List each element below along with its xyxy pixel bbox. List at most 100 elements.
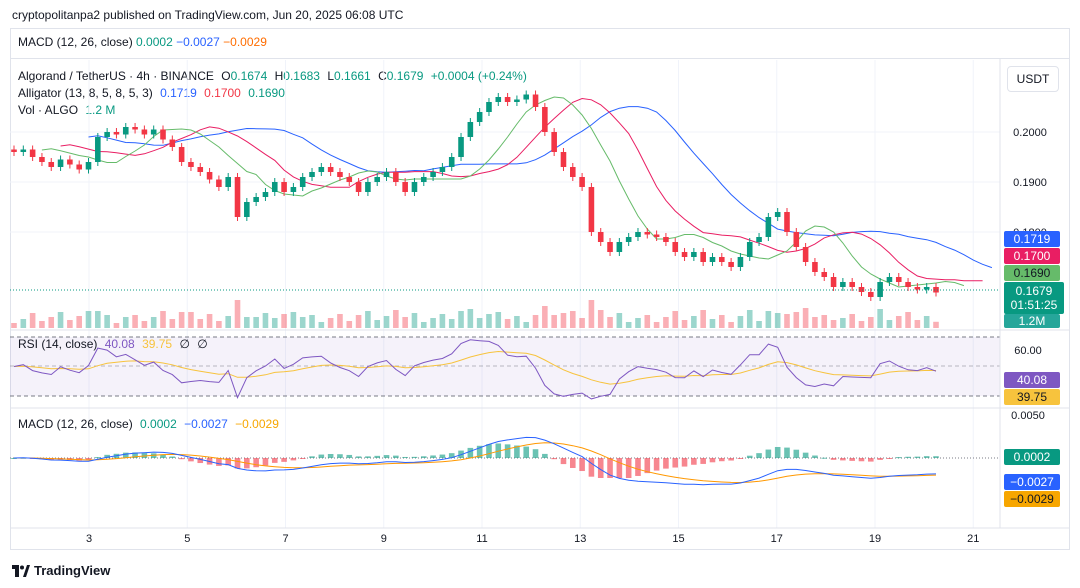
candle-body — [691, 252, 697, 257]
candle-body — [784, 212, 790, 232]
candle-body — [914, 287, 921, 290]
candle-body — [95, 137, 101, 162]
macd-value: −0.0027 — [184, 417, 228, 431]
candle-body — [849, 282, 855, 287]
candle-body — [393, 172, 399, 182]
alligator-jaw-line — [88, 106, 993, 269]
x-tick-label: 19 — [869, 533, 881, 545]
macd-hist-bar — [188, 458, 194, 462]
high-value: 0.1683 — [283, 69, 320, 83]
macd-hist-bar — [318, 454, 325, 458]
macd-header-hist: 0.0002 — [136, 35, 173, 49]
macd-hist-bar — [830, 458, 837, 460]
candle-body — [830, 277, 837, 287]
candle-body — [569, 167, 576, 177]
x-axis: 3 5 7 9 11 13 15 17 19 21 — [86, 533, 979, 545]
candle-body — [85, 162, 92, 170]
volume-bar — [756, 321, 762, 328]
volume-bar — [476, 318, 483, 328]
volume-bar — [886, 320, 893, 328]
rsi-legend[interactable]: RSI (14, close) 40.08 39.75 ∅ ∅ — [18, 337, 212, 351]
main-legend[interactable]: Algorand / TetherUS · 4h · BINANCE O0.16… — [18, 69, 531, 83]
volume-bar — [495, 312, 502, 328]
volume-bar — [532, 315, 539, 328]
candle-body — [681, 252, 688, 257]
candle-body — [476, 112, 483, 122]
candle-body — [597, 232, 604, 242]
macd-tick-label: 0.0050 — [1011, 410, 1045, 422]
macd-signal-tag: −0.0029 — [1010, 492, 1054, 506]
macd-hist-bar — [672, 458, 679, 468]
macd-hist-bar — [542, 453, 548, 458]
candle-body — [383, 172, 390, 177]
macd-hist-bar — [663, 458, 669, 469]
macd-signal-value: −0.0029 — [235, 417, 279, 431]
volume-bar — [253, 317, 259, 328]
macd-hist-value: 0.0002 — [140, 417, 177, 431]
volume-bar — [802, 308, 809, 328]
volume-legend[interactable]: Vol · ALGO 1.2 M — [18, 103, 119, 117]
macd-hist-bar — [169, 456, 176, 458]
volume-bar — [150, 317, 157, 328]
volume-bar — [290, 312, 297, 328]
volume-bar — [327, 318, 334, 328]
grid-lines — [10, 60, 1000, 528]
candle-body — [588, 187, 595, 232]
macd-label: MACD (12, 26, close) — [18, 417, 133, 431]
candle-body — [309, 172, 315, 177]
volume-bar — [672, 311, 679, 328]
candle-body — [104, 132, 110, 137]
currency-button[interactable]: USDT — [1007, 66, 1059, 92]
macd-legend[interactable]: MACD (12, 26, close) 0.0002 −0.0027 −0.0… — [18, 417, 283, 431]
macd-hist-bar — [765, 449, 772, 458]
macd-hist-bar — [365, 456, 371, 458]
lips-price-tag-bg — [1004, 265, 1060, 281]
volume-bar — [448, 319, 455, 328]
macd-hist-bar — [923, 456, 930, 458]
macd-hist-bar — [420, 456, 427, 458]
close-label: C — [378, 69, 387, 83]
volume-tag: 1.2M — [1019, 314, 1046, 328]
macd-line — [13, 436, 937, 486]
volume-bar — [644, 315, 651, 328]
volume-bar — [728, 322, 734, 328]
macd-hist-bar — [569, 458, 576, 468]
candle-body — [746, 242, 753, 257]
rsi-line — [13, 339, 937, 400]
candle-body — [625, 237, 632, 242]
macd-hist-bar — [234, 458, 241, 469]
volume-bar — [560, 313, 567, 328]
macd-hist-bar — [719, 458, 725, 462]
macd-hist-bar — [597, 458, 604, 478]
volume-bar — [458, 311, 464, 328]
volume-bar — [95, 311, 101, 328]
macd-hist-bar — [895, 457, 902, 459]
macd-hist-bar — [355, 456, 362, 458]
low-label: L — [327, 69, 335, 83]
candle-body — [709, 257, 716, 262]
macd-hist-bar — [840, 458, 846, 461]
volume-bar — [821, 315, 828, 328]
low-value: 0.1661 — [334, 69, 371, 83]
volume-bar — [11, 323, 17, 328]
volume-bar — [793, 312, 800, 328]
volume-bar — [132, 315, 138, 328]
candle-body — [141, 129, 148, 135]
macd-hist-bar — [309, 456, 315, 458]
volume-bar — [346, 321, 353, 328]
x-tick-label: 5 — [184, 533, 190, 545]
open-value: 0.1674 — [230, 69, 268, 83]
macd-header-signal: −0.0029 — [223, 35, 267, 49]
volume-bar — [85, 311, 92, 328]
volume-bar — [542, 306, 548, 328]
macd-hist-bar — [774, 446, 781, 458]
volume-bar — [523, 322, 530, 328]
macd-hist-bar — [737, 458, 744, 459]
volume-bar — [439, 314, 446, 328]
tradingview-logo[interactable]: TradingView — [12, 563, 110, 578]
candle-body — [188, 162, 194, 167]
candle-body — [48, 162, 55, 167]
candle-body — [895, 277, 902, 282]
volume-bar — [374, 320, 381, 328]
